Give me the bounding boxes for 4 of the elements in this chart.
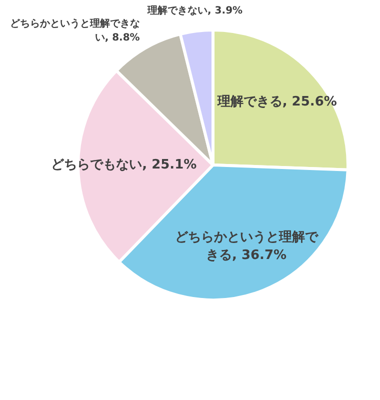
slice-label: どちらかというと理解できる, 36.7% (174, 228, 320, 266)
slice-label: どちらかというと理解できない, 8.8% (8, 17, 140, 46)
slice-label: どちらでもない, 25.1% (50, 156, 198, 175)
slice-label: 理解できない, 3.9% (146, 4, 244, 19)
